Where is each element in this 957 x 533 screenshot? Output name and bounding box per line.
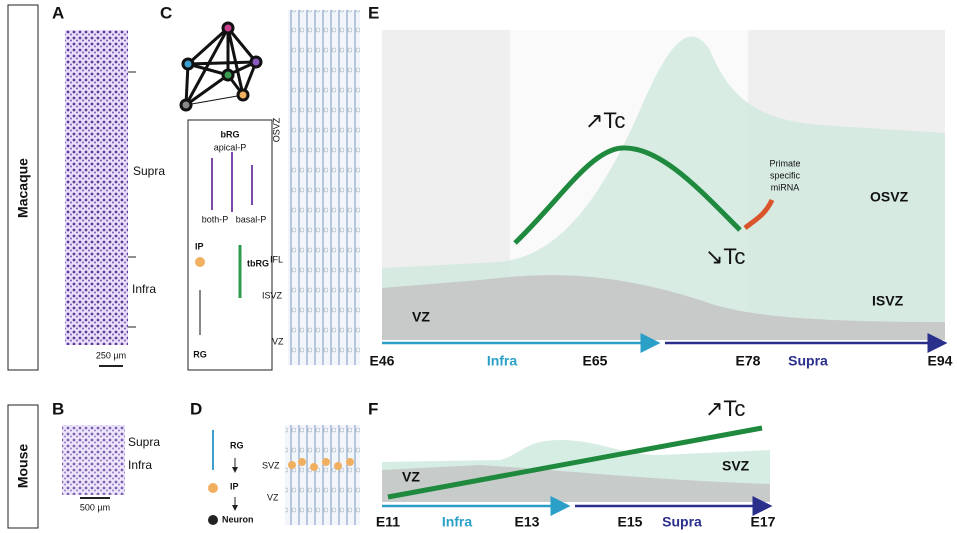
age-label: E17 (751, 514, 776, 530)
layer-label: Infra (128, 458, 152, 472)
age-label: E13 (515, 514, 540, 530)
zone-label: VZ (267, 492, 279, 502)
panel-letter: C (160, 3, 172, 22)
zone-image (285, 425, 360, 525)
zone-label: VZ (412, 309, 430, 325)
cell-label: apical-P (214, 142, 247, 152)
cell-label: IP (230, 481, 239, 491)
mirna-label: miRNA (771, 182, 800, 192)
zone-label: OSVZ (870, 189, 909, 205)
tissue-image (62, 425, 125, 495)
mirna-label: specific (770, 170, 801, 180)
cell-drawing (212, 152, 252, 212)
mirna-label: Primate (769, 158, 800, 168)
cell-label: IP (195, 241, 204, 251)
panel-letter: B (52, 399, 64, 418)
cell-drawing (208, 483, 218, 493)
zone-label: SVZ (262, 460, 280, 470)
zone-label: ISVZ (872, 293, 904, 309)
zone-label: OSVZ (271, 117, 281, 142)
panel-letter: F (368, 399, 378, 418)
cell-label: RG (193, 349, 207, 359)
layer-label: Supra (128, 435, 160, 449)
cell-drawing (195, 257, 205, 267)
figure: Macaque Mouse A Supra Infra 250 µm B Sup… (0, 0, 957, 533)
age-label: E46 (370, 353, 395, 369)
panel-letter: E (368, 3, 379, 22)
cell-label: RG (230, 440, 244, 450)
age-label: E15 (618, 514, 643, 530)
zone-label: ISVZ (262, 290, 283, 300)
cell-drawing (208, 515, 218, 525)
scale-label: 250 µm (96, 350, 126, 360)
zone-label: SVZ (722, 458, 750, 474)
side-label: Macaque (15, 158, 31, 218)
zone-label: VZ (402, 469, 420, 485)
tc-label: ↗Tc (705, 396, 745, 421)
scale-label: 500 µm (80, 502, 110, 512)
age-label: E65 (583, 353, 608, 369)
panel-letter: A (52, 3, 64, 22)
tc-label: ↘Tc (705, 244, 745, 269)
layer-label: Supra (662, 514, 702, 530)
age-label: E78 (736, 353, 761, 369)
layer-label: Infra (487, 353, 518, 369)
layer-label: Supra (788, 353, 828, 369)
network-graph (181, 23, 261, 110)
panel-letter: D (190, 399, 202, 418)
zone-image (288, 10, 360, 365)
layer-label: Supra (133, 164, 165, 178)
cell-label: tbRG (247, 258, 269, 268)
tc-label: ↗Tc (585, 108, 625, 133)
layer-label: Infra (132, 282, 156, 296)
tissue-image (65, 30, 128, 345)
zone-label: VZ (272, 336, 284, 346)
zone-label: IFL (270, 254, 283, 264)
cell-label: bRG (221, 129, 240, 139)
side-label: Mouse (15, 444, 31, 489)
age-label: E11 (376, 514, 400, 530)
age-label: E94 (928, 353, 953, 369)
cell-label: both-P (202, 214, 229, 224)
cell-label: Neuron (222, 514, 254, 524)
layer-label: Infra (442, 514, 473, 530)
cell-label: basal-P (236, 214, 267, 224)
